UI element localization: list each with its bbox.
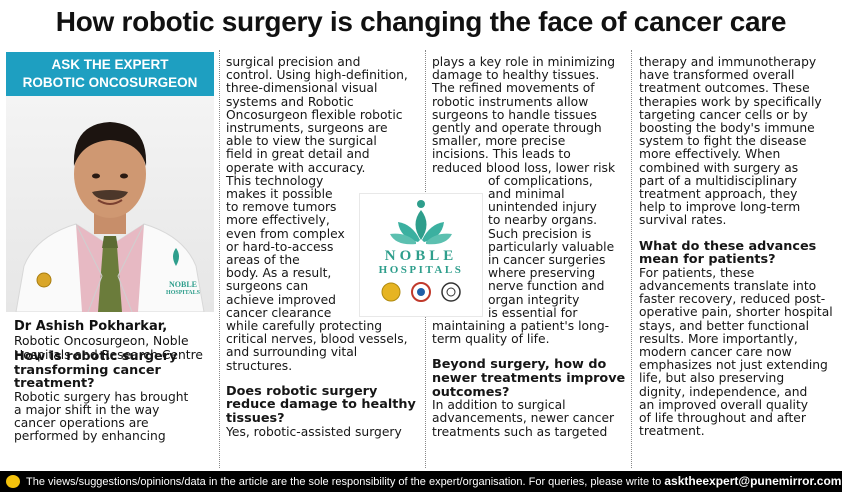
answer-3: In addition to surgical advancements, new… bbox=[432, 398, 615, 439]
coat-logo-text: NOBLE HOSPITALS bbox=[156, 280, 210, 298]
footer-email-link[interactable]: asktheexpert@punemirror.com bbox=[664, 474, 842, 488]
answer-2: Yes, robotic-assisted surgery bbox=[226, 424, 402, 439]
question-3: Beyond surgery, how do newer treatments i… bbox=[432, 357, 626, 400]
coat-logo-line-1: NOBLE bbox=[168, 280, 197, 289]
banner-line-1: ASK THE EXPERT bbox=[51, 57, 169, 72]
answer-1: Robotic surgery has brought a major shift… bbox=[14, 389, 189, 444]
answer-2-wrap-around-logo: of complications, and minimal unintended i… bbox=[488, 173, 615, 320]
column-divider bbox=[631, 50, 632, 468]
footer-disclaimer: The views/suggestions/opinions/data in t… bbox=[26, 476, 662, 488]
footer-disclaimer-bar: The views/suggestions/opinions/data in t… bbox=[0, 471, 842, 492]
doctor-title-line-2: Hospitals and Research Centre bbox=[14, 348, 203, 362]
question-4: What do these advances mean for patients? bbox=[639, 238, 817, 268]
logo-line-1: NOBLE bbox=[384, 248, 458, 264]
doctor-credit: Dr Ashish Pokharkar, Robotic Oncosurgeon… bbox=[14, 319, 214, 362]
noble-hospitals-logo: NOBLE HOSPITALS bbox=[360, 194, 482, 316]
banner-line-2: ROBOTIC ONCOSURGEON bbox=[22, 75, 198, 90]
answer-4: For patients, these advancements translat… bbox=[639, 265, 833, 439]
doctor-photo: NOBLE HOSPITALS bbox=[6, 96, 214, 312]
question-1: How is robotic surgery transforming cance… bbox=[14, 349, 178, 392]
column-1: How is robotic surgery transforming cance… bbox=[14, 350, 219, 444]
answer-2-end: maintaining a patient's long-term qualit… bbox=[432, 319, 610, 347]
lotus-icon bbox=[381, 200, 461, 302]
coat-logo-line-2: HOSPITALS bbox=[166, 290, 200, 296]
answer-1-continued: surgical precision and control. Using hig… bbox=[226, 55, 408, 373]
answer-2-continued: plays a key role in minimizing damage to … bbox=[432, 55, 616, 175]
doctor-portrait-illustration bbox=[15, 122, 205, 312]
ask-the-expert-banner: ASK THE EXPERT ROBOTIC ONCOSURGEON bbox=[6, 52, 214, 96]
headline: How robotic surgery is changing the face… bbox=[55, 6, 787, 37]
mail-icon bbox=[6, 475, 20, 488]
column-3: plays a key role in minimizing damage to … bbox=[432, 55, 628, 439]
logo-wordmark: NOBLE HOSPITALS bbox=[360, 248, 482, 277]
column-4: therapy and immunotherapy have transforme… bbox=[639, 55, 839, 439]
logo-line-2: HOSPITALS bbox=[378, 264, 464, 276]
doctor-name: Dr Ashish Pokharkar, bbox=[14, 319, 168, 334]
answer-3-continued: therapy and immunotherapy have transforme… bbox=[639, 55, 822, 228]
column-2: surgical precision and control. Using hig… bbox=[226, 55, 422, 439]
column-divider bbox=[219, 50, 220, 468]
doctor-title-line-1: Robotic Oncosurgeon, Noble bbox=[14, 334, 189, 348]
footer-text: The views/suggestions/opinions/data in t… bbox=[26, 471, 841, 493]
question-2: Does robotic surgery reduce damage to hea… bbox=[226, 383, 416, 427]
